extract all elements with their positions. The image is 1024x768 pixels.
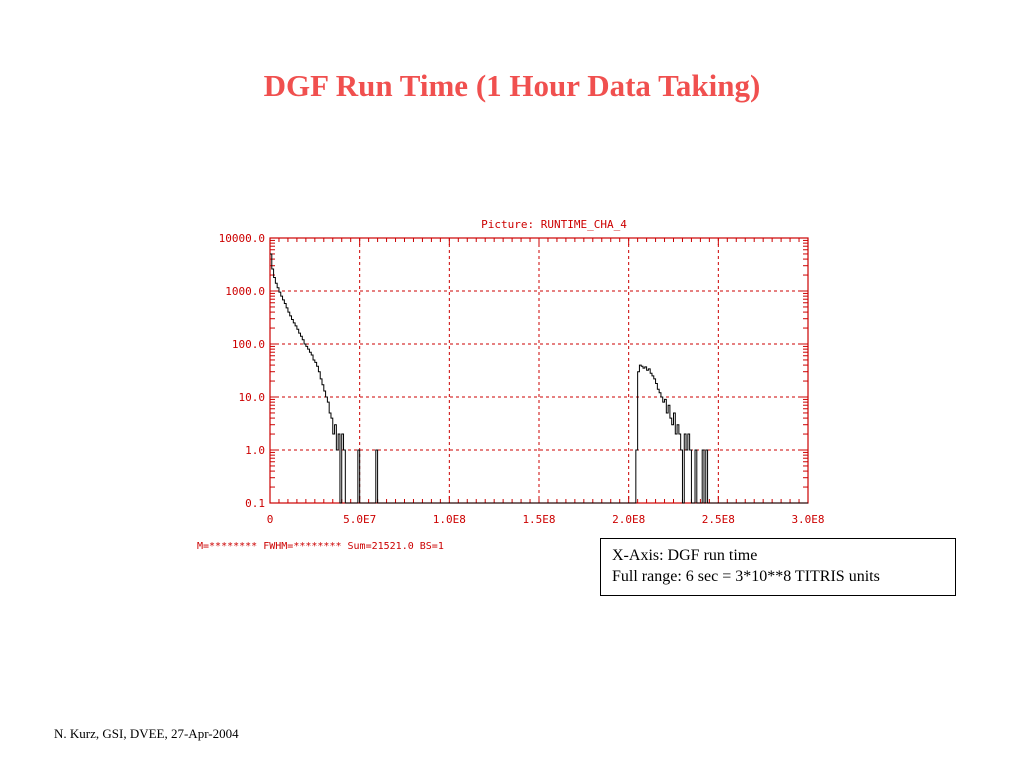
x-tick-label: 5.0E7 bbox=[343, 513, 376, 526]
x-tick-label: 2.0E8 bbox=[612, 513, 645, 526]
x-tick-label: 1.5E8 bbox=[522, 513, 555, 526]
y-tick-label: 0.1 bbox=[245, 497, 265, 510]
y-tick-label: 10.0 bbox=[239, 391, 266, 404]
note-line-2: Full range: 6 sec = 3*10**8 TITRIS units bbox=[612, 568, 880, 585]
stats-line: M=******** FWHM=******** Sum=21521.0 BS=… bbox=[197, 541, 444, 552]
x-axis-note: X-Axis: DGF run time Full range: 6 sec =… bbox=[600, 538, 956, 596]
footer-credit: N. Kurz, GSI, DVEE, 27-Apr-2004 bbox=[54, 726, 239, 741]
y-tick-label: 1000.0 bbox=[225, 285, 265, 298]
note-line-1: X-Axis: DGF run time bbox=[612, 547, 758, 564]
grid-lines bbox=[270, 238, 808, 503]
slide-title: DGF Run Time (1 Hour Data Taking) bbox=[263, 68, 761, 103]
plot-title: Picture: RUNTIME_CHA_4 bbox=[481, 218, 627, 231]
y-tick-label: 1.0 bbox=[245, 444, 265, 457]
x-tick-label: 2.5E8 bbox=[702, 513, 735, 526]
y-tick-label: 100.0 bbox=[232, 338, 265, 351]
tick-labels: 0 5.0E7 1.0E8 1.5E8 2.0E8 2.5E8 3.0E8 0.1 1.0 10.… bbox=[219, 232, 825, 526]
x-tick-label: 3.0E8 bbox=[791, 513, 824, 526]
histogram-series bbox=[270, 253, 808, 504]
x-tick-label: 0 bbox=[267, 513, 274, 526]
x-tick-label: 1.0E8 bbox=[433, 513, 466, 526]
y-tick-label: 10000.0 bbox=[219, 232, 265, 245]
